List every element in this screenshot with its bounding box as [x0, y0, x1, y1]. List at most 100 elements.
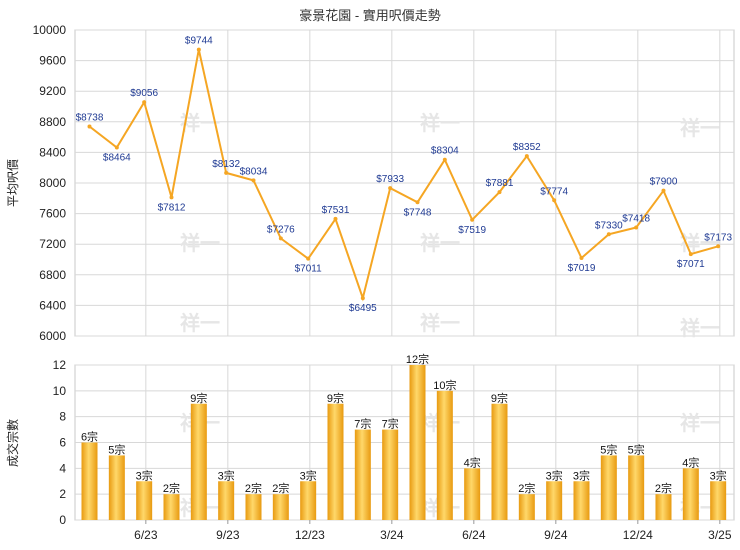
price-data-label: $7418 [622, 214, 650, 225]
price-point [333, 216, 338, 221]
price-y-tick-label: 7200 [39, 237, 66, 251]
watermark-text: 祥一 [420, 231, 460, 255]
count-data-label: 2宗 [163, 481, 180, 495]
count-data-label: 4宗 [464, 455, 481, 469]
price-point [360, 296, 365, 301]
count-bar [272, 494, 289, 520]
price-data-label: $7330 [595, 220, 623, 231]
price-data-label: $7531 [322, 205, 350, 216]
price-point [251, 178, 256, 183]
x-tick-label: 12/23 [295, 528, 325, 542]
count-data-label: 9宗 [491, 391, 508, 405]
price-point [442, 157, 447, 162]
price-point [552, 198, 557, 203]
price-point [415, 200, 420, 205]
price-data-label: $7173 [704, 232, 732, 243]
count-bar [327, 403, 344, 520]
count-data-label: 3宗 [546, 468, 563, 482]
price-data-label: $9744 [185, 36, 213, 47]
count-bar [81, 442, 98, 520]
watermark-text: 祥一 [420, 311, 460, 335]
count-y-tick-label: 0 [59, 513, 66, 527]
count-data-label: 2宗 [518, 481, 535, 495]
price-point [388, 186, 393, 191]
price-data-label: $7812 [158, 202, 186, 213]
chart-title: 豪景花園 - 實用呎價走勢 [299, 8, 441, 23]
price-point [169, 195, 174, 200]
price-data-label: $8738 [76, 113, 104, 124]
x-tick-label: 6/23 [134, 528, 158, 542]
price-y-tick-label: 9600 [39, 54, 66, 68]
count-bars [81, 365, 727, 520]
price-point [196, 47, 201, 52]
x-tick-label: 9/24 [544, 528, 568, 542]
price-data-label: $8352 [513, 142, 541, 153]
price-point [142, 100, 147, 105]
watermark-text: 祥一 [180, 231, 220, 255]
price-data-label: $7933 [376, 174, 404, 185]
count-bar [682, 468, 699, 520]
count-x-ticks: 6/23 9/23 12/23 3/24 6/24 9/24 12/24 3/25 [134, 520, 732, 542]
count-data-label: 3宗 [136, 468, 153, 482]
count-data-label: 7宗 [382, 417, 399, 431]
count-y-tick-label: 4 [59, 461, 66, 475]
price-point [606, 232, 611, 237]
count-bar [245, 494, 262, 520]
price-data-label: $7774 [540, 186, 568, 197]
count-labels: 6宗 5宗 3宗 2宗 9宗 3宗 2宗 2宗 3宗 9宗 7宗 7宗 12宗 10宗 4宗 9宗 2宗 3宗 3宗… [81, 352, 727, 495]
count-bar [518, 494, 535, 520]
price-point [716, 244, 721, 249]
price-y-tick-label: 9200 [39, 84, 66, 98]
price-data-label: $6495 [349, 303, 377, 314]
price-point [306, 256, 311, 261]
x-tick-label: 3/24 [380, 528, 404, 542]
price-data-label: $7519 [458, 225, 486, 236]
price-data-label: $7900 [650, 177, 678, 188]
count-bar [464, 468, 481, 520]
count-bar [354, 429, 371, 520]
count-data-label: 10宗 [433, 378, 456, 392]
x-tick-label: 3/25 [708, 528, 732, 542]
count-bar [382, 429, 399, 520]
count-bar [409, 365, 426, 520]
count-data-label: 3宗 [710, 468, 727, 482]
count-bar [573, 481, 590, 520]
count-bar [655, 494, 672, 520]
price-y-tick-label: 7600 [39, 207, 66, 221]
price-data-label: $8464 [103, 153, 131, 164]
price-y-axis-label: 平均呎價 [6, 159, 20, 207]
price-y-tick-label: 8800 [39, 115, 66, 129]
price-point [579, 256, 584, 261]
x-tick-label: 6/24 [462, 528, 486, 542]
price-y-tick-label: 8400 [39, 145, 66, 159]
count-y-tick-label: 6 [59, 436, 66, 450]
x-tick-label: 12/24 [623, 528, 653, 542]
count-bar [436, 390, 453, 520]
count-y-ticks: 0 2 4 6 8 10 12 [53, 358, 67, 527]
count-data-label: 2宗 [655, 481, 672, 495]
count-data-label: 4宗 [682, 455, 699, 469]
price-point [224, 170, 229, 175]
count-y-axis-label: 成交宗數 [5, 419, 20, 467]
count-y-tick-label: 10 [53, 384, 67, 398]
price-data-label: $8034 [240, 166, 268, 177]
count-bar [190, 403, 207, 520]
price-point [497, 190, 502, 195]
count-data-label: 5宗 [628, 442, 645, 456]
x-tick-label: 9/23 [216, 528, 240, 542]
watermark-text: 祥一 [420, 111, 460, 135]
price-data-label: $7748 [404, 207, 432, 218]
price-data-label: $7276 [267, 224, 295, 235]
count-bar [491, 403, 508, 520]
count-y-tick-label: 2 [59, 487, 66, 501]
count-data-label: 12宗 [406, 352, 429, 366]
count-data-label: 9宗 [327, 391, 344, 405]
watermark-text: 祥一 [680, 316, 720, 340]
count-data-label: 9宗 [190, 391, 207, 405]
price-point [524, 154, 529, 159]
price-y-tick-label: 6000 [39, 329, 66, 343]
count-bar [628, 455, 645, 520]
count-data-label: 5宗 [108, 442, 125, 456]
price-point [634, 225, 639, 230]
